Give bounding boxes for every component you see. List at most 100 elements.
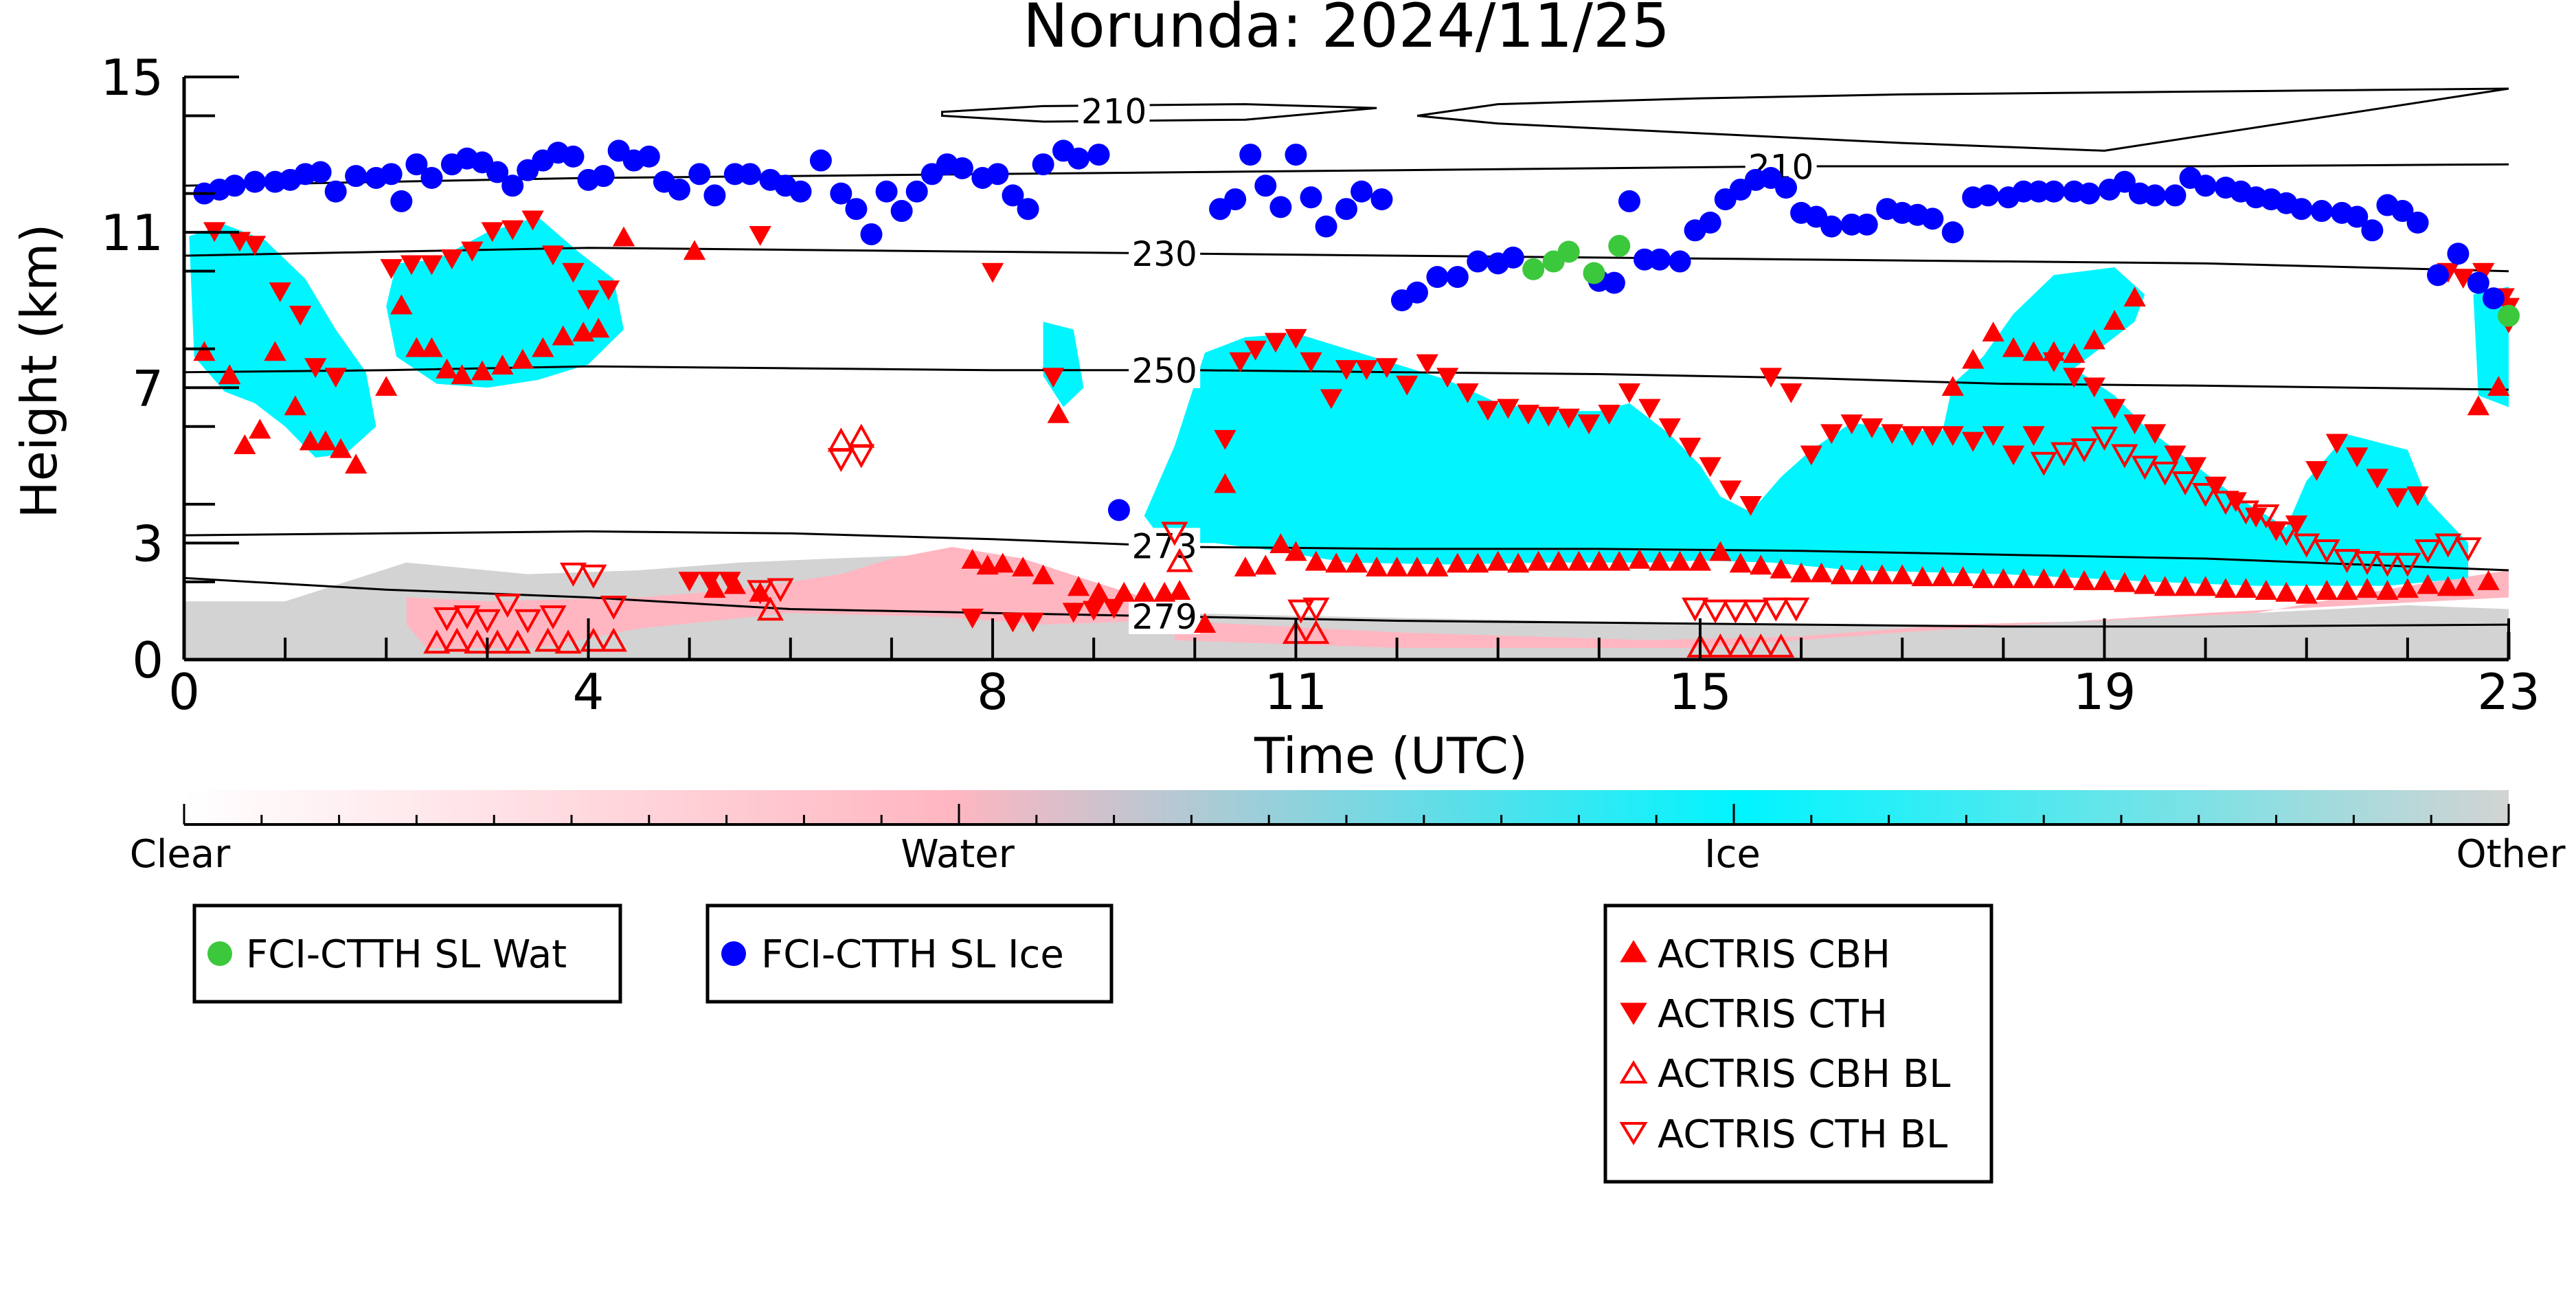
fci-ice-marker [2467,271,2489,294]
actris-cth-bl-marker [494,594,521,618]
actris-cth-marker [2022,426,2045,447]
fci-ice-marker [1017,198,1039,221]
actris-cth-marker [1456,383,1479,403]
actris-cth-marker [2143,424,2167,445]
actris-cth-marker [1042,368,1065,388]
fci-ice-marker [1603,271,1625,294]
actris-cth-marker [1476,401,1500,421]
actris-cbh-marker [2437,576,2459,596]
legend-label-actris-cth: ACTRIS CTH [1658,992,1888,1037]
actris-cbh-marker [2467,395,2490,416]
actris-cth-bl-marker [1721,599,1750,624]
actris-cbh-marker [511,348,534,369]
fci-ice-marker [2482,287,2505,310]
fci-ice-marker [688,163,711,186]
actris-cth-marker [1083,600,1105,621]
actris-cth-marker [577,290,600,311]
actris-cbh-bl-marker [600,627,627,652]
actris-cth-marker [698,572,721,592]
actris-cbh-marker [1113,581,1136,602]
actris-cbh-marker [1962,348,1985,369]
fci-ice-marker [1335,198,1357,221]
isotherm-label-250: 250 [1131,351,1197,391]
actris-cbh-marker [1269,533,1292,554]
fci-ice-marker [2164,184,2187,207]
actris-cth-bl-marker [2454,537,2482,562]
fci-ice-marker [1941,221,1964,244]
fci-ice-marker [1300,186,1322,209]
actris-cth-marker [1320,389,1343,409]
actris-cth-bl-marker [2171,471,2199,496]
legend-frame [192,903,622,1004]
actris-cth-marker [1497,398,1519,419]
fci-ice-marker [1254,175,1277,197]
actris-cbh-marker [2316,580,2338,600]
actris-cbh-marker [420,337,443,357]
y-tick-label: 15 [100,49,163,106]
actris-cbh-marker [299,430,322,451]
fci-ice-marker [1699,212,1721,234]
actris-cth-marker [1396,375,1419,396]
actris-cbh-marker [471,360,494,381]
actris-cth-marker [1901,426,1924,447]
x-tick-label: 4 [573,663,605,721]
actris-cth-marker [2063,368,2086,388]
actris-cth-bl-marker [2373,552,2401,577]
actris-cbh-marker [2295,583,2318,604]
actris-cbh-marker [2417,574,2439,594]
actris-cbh-marker [1992,568,2015,589]
actris-cbh-marker [1087,581,1110,602]
y-tick-label: 11 [100,204,163,262]
isotherm-label-bg [1078,93,1150,129]
actris-cbh-marker [2214,578,2237,598]
actris-cbh-bl-marker [1747,633,1774,658]
fci-ice-marker [2447,243,2470,265]
actris-cth-bl-marker [2050,442,2078,467]
actris-cbh-marker [193,341,216,361]
actris-cbh-marker [2174,576,2197,596]
actris-cbh-marker [451,364,473,385]
fci-ice-marker [380,163,403,186]
actris-cbh-marker [1770,558,1792,579]
actris-cbh-marker [2022,341,2045,361]
actris-cbh-marker [2053,568,2075,589]
fci-ice-marker [2361,219,2384,242]
fci-ice-marker [738,163,761,186]
actris-cbh-marker [1168,580,1191,600]
actris-cth-marker [2204,476,2227,497]
actris-cth-marker [1021,612,1045,633]
legend-marker-fci-ice [721,941,746,966]
actris-cbh-marker [2154,576,2176,596]
actris-cbh-marker [2235,578,2257,598]
fci-ice-marker [703,184,726,207]
fci-ice-marker [1285,144,1307,166]
fci-ice-marker [1467,250,1489,273]
fci-ice-marker [1002,184,1024,207]
actris-cth-marker [420,255,443,276]
actris-cth-bl-marker [580,564,607,589]
actris-cth-marker [2224,492,2247,513]
x-tick-label: 8 [977,663,1008,721]
fci-ice-marker [1315,215,1337,238]
actris-cbh-marker [344,453,368,474]
actris-cth-marker [1638,398,1661,419]
isotherm-label-230: 230 [1131,234,1197,274]
actris-cth-marker [562,262,585,283]
actris-cth-bl-marker [767,578,794,603]
actris-cth-bl-marker [1682,597,1709,622]
actris-cbh-bl-marker [1767,633,1795,658]
actris-cbh-marker [552,325,574,346]
actris-cbh-marker [2134,574,2156,594]
actris-cbh-marker [961,548,984,569]
legend-marker-fci-wat [207,941,232,966]
actris-cth-marker [1300,352,1322,372]
actris-cth-bl-marker [2313,539,2340,563]
actris-cbh-marker [2083,329,2105,350]
actris-cbh-marker [1325,552,1348,573]
actris-cth-marker [1618,383,1641,403]
actris-cth-marker [961,608,984,629]
fci-ice-marker [905,180,928,203]
actris-cbh-marker [1729,552,1752,573]
x-tick-label: 11 [1265,663,1328,721]
actris-cbh-bl-marker [443,627,471,652]
